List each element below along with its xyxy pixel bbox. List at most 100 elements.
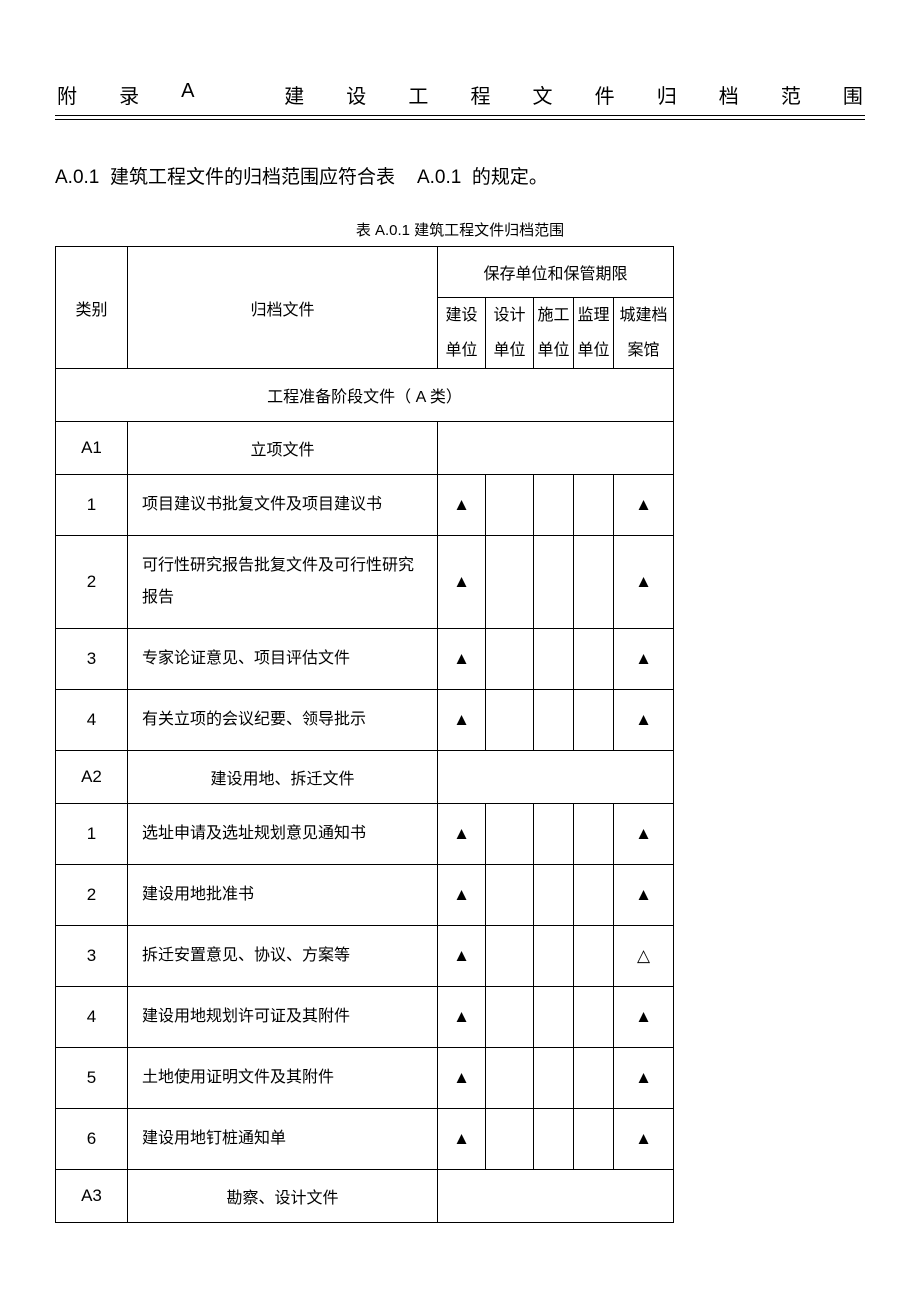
title-char: 设	[346, 80, 366, 109]
title-char: 归	[657, 80, 677, 109]
row-doc: 土地使用证明文件及其附件	[128, 1048, 438, 1109]
row-mark: ▲	[438, 475, 486, 536]
row-mark: ▲	[438, 690, 486, 751]
row-mark: ▲	[614, 690, 674, 751]
row-mark	[574, 1109, 614, 1170]
row-mark	[574, 536, 614, 629]
row-num: 2	[56, 865, 128, 926]
title-char	[237, 80, 243, 109]
section-header: 工程准备阶段文件（ A 类）	[56, 369, 674, 422]
row-mark	[574, 475, 614, 536]
row-mark: ▲	[614, 475, 674, 536]
row-mark: ▲	[614, 865, 674, 926]
title-char: 文	[533, 80, 553, 109]
title-char: 件	[595, 80, 615, 109]
row-mark: ▲	[438, 1048, 486, 1109]
row-num: 3	[56, 629, 128, 690]
hdr-unit-3: 施工单位	[534, 298, 574, 369]
row-mark	[574, 987, 614, 1048]
row-mark	[574, 690, 614, 751]
intro-a: 建筑工程文件的归档范围应符合表	[110, 167, 395, 188]
row-mark	[534, 690, 574, 751]
appendix-title: 附录A 建设工程文件归档范围	[55, 80, 865, 109]
row-mark	[486, 987, 534, 1048]
title-char: 围	[843, 80, 863, 109]
row-mark	[534, 987, 574, 1048]
row-mark: ▲	[438, 804, 486, 865]
row-num: 3	[56, 926, 128, 987]
row-num: 4	[56, 690, 128, 751]
hdr-document: 归档文件	[128, 247, 438, 369]
row-num: 1	[56, 475, 128, 536]
title-char: 附	[57, 80, 77, 109]
title-underline	[55, 115, 865, 120]
group-title: 勘察、设计文件	[128, 1170, 438, 1223]
row-mark	[534, 629, 574, 690]
row-mark: ▲	[614, 1109, 674, 1170]
row-mark	[486, 536, 534, 629]
row-mark	[534, 804, 574, 865]
group-title: 建设用地、拆迁文件	[128, 751, 438, 804]
row-mark: △	[614, 926, 674, 987]
row-mark: ▲	[438, 629, 486, 690]
intro-prefix: A.0.1	[55, 167, 99, 188]
group-title: 立项文件	[128, 422, 438, 475]
hdr-unit-4: 监理单位	[574, 298, 614, 369]
row-doc: 建设用地批准书	[128, 865, 438, 926]
row-doc: 建设用地钉桩通知单	[128, 1109, 438, 1170]
row-mark	[574, 865, 614, 926]
row-mark: ▲	[438, 536, 486, 629]
row-mark	[534, 536, 574, 629]
section-label-b: A 类）	[416, 389, 462, 406]
title-char: A	[181, 80, 194, 109]
row-doc: 专家论证意见、项目评估文件	[128, 629, 438, 690]
group-code: A1	[56, 422, 128, 475]
group-blank	[438, 422, 674, 475]
row-mark	[486, 1109, 534, 1170]
row-mark	[486, 926, 534, 987]
row-mark: ▲	[438, 926, 486, 987]
title-char: 录	[119, 80, 139, 109]
title-char: 程	[470, 80, 490, 109]
group-code: A3	[56, 1170, 128, 1223]
row-mark	[574, 926, 614, 987]
row-mark: ▲	[614, 987, 674, 1048]
row-doc: 有关立项的会议纪要、领导批示	[128, 690, 438, 751]
hdr-unit-5: 城建档案馆	[614, 298, 674, 369]
row-mark: ▲	[614, 536, 674, 629]
row-mark: ▲	[438, 1109, 486, 1170]
row-mark	[534, 926, 574, 987]
row-mark: ▲	[614, 1048, 674, 1109]
row-doc: 建设用地规划许可证及其附件	[128, 987, 438, 1048]
row-mark	[574, 1048, 614, 1109]
row-doc: 可行性研究报告批复文件及可行性研究报告	[128, 536, 438, 629]
row-mark	[574, 804, 614, 865]
hdr-group: 保存单位和保管期限	[438, 247, 674, 298]
row-mark: ▲	[614, 804, 674, 865]
row-num: 2	[56, 536, 128, 629]
row-mark	[486, 475, 534, 536]
row-mark	[534, 865, 574, 926]
row-mark: ▲	[438, 865, 486, 926]
row-mark	[486, 629, 534, 690]
row-doc: 项目建议书批复文件及项目建议书	[128, 475, 438, 536]
section-label-a: 工程准备阶段文件（	[267, 389, 411, 406]
group-code: A2	[56, 751, 128, 804]
intro-b: 的规定。	[472, 167, 548, 188]
row-doc: 拆迁安置意见、协议、方案等	[128, 926, 438, 987]
title-char: 范	[781, 80, 801, 109]
row-mark	[486, 690, 534, 751]
row-mark: ▲	[614, 629, 674, 690]
archive-table: 类别 归档文件 保存单位和保管期限 建设单位 设计单位 施工单位 监理单位 城建…	[55, 246, 674, 1223]
row-mark	[534, 1109, 574, 1170]
row-doc: 选址申请及选址规划意见通知书	[128, 804, 438, 865]
hdr-category: 类别	[56, 247, 128, 369]
row-mark	[574, 629, 614, 690]
row-num: 5	[56, 1048, 128, 1109]
table-caption: 表 A.0.1 建筑工程文件归档范围	[55, 219, 865, 240]
row-num: 1	[56, 804, 128, 865]
row-mark	[486, 1048, 534, 1109]
group-blank	[438, 1170, 674, 1223]
row-mark	[486, 804, 534, 865]
title-char: 建	[284, 80, 304, 109]
